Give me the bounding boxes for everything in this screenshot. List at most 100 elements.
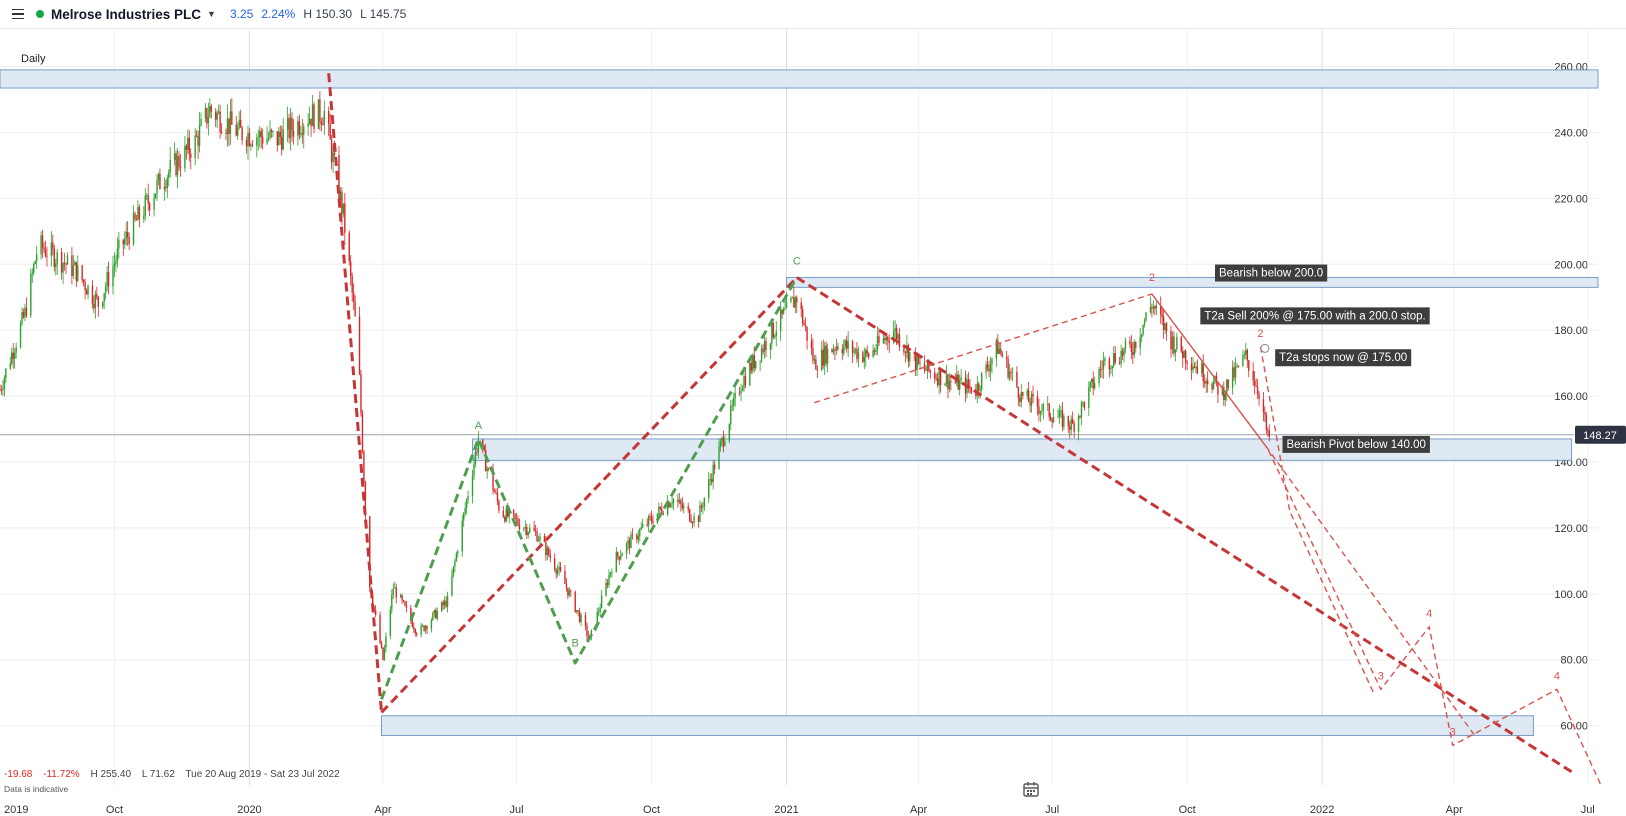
instrument-name[interactable]: Melrose Industries PLC xyxy=(51,6,202,22)
candle-body xyxy=(0,389,3,391)
candle-body xyxy=(914,353,917,370)
candle-body xyxy=(1226,379,1228,394)
candle-body xyxy=(266,138,268,144)
candle-body xyxy=(888,340,890,343)
candle-body xyxy=(548,547,550,556)
candle-body xyxy=(892,331,895,343)
candle-body xyxy=(658,506,660,514)
candle-body xyxy=(77,265,79,281)
candle-body xyxy=(81,265,83,280)
candle-body xyxy=(831,348,833,353)
hamburger-menu-icon[interactable] xyxy=(0,0,36,29)
instrument-dropdown-icon[interactable]: ▼ xyxy=(207,9,216,19)
candle-body xyxy=(958,380,961,390)
candle-body xyxy=(950,381,952,382)
candle-body xyxy=(96,294,98,297)
candle-body xyxy=(813,359,816,361)
range-change-pct: -11.72% xyxy=(43,769,80,780)
candle-body xyxy=(640,527,642,530)
chart-canvas[interactable]: 260.00240.00220.00200.00180.00160.00140.… xyxy=(0,30,1626,816)
candle-body xyxy=(1057,416,1059,418)
candle-body xyxy=(435,610,437,619)
candle-body xyxy=(323,110,325,125)
candle-body xyxy=(219,111,221,133)
candle-body xyxy=(967,379,970,387)
candle-body xyxy=(485,450,487,472)
candle-body xyxy=(843,345,845,354)
candle-body xyxy=(853,350,855,353)
candle-body xyxy=(558,566,560,571)
candle-body xyxy=(998,348,1001,354)
candle-body xyxy=(276,131,279,146)
candle-body xyxy=(934,372,936,379)
annotation-background xyxy=(1275,349,1412,367)
daily-change: 3.25 xyxy=(229,7,254,21)
candle-body xyxy=(935,378,937,380)
candle-body xyxy=(166,177,168,189)
candle-body xyxy=(989,364,992,372)
candle-body xyxy=(1010,371,1012,373)
range-low: L 71.62 xyxy=(141,769,175,780)
calendar-icon[interactable] xyxy=(1022,780,1040,798)
candle-body xyxy=(862,352,864,362)
wave-label: A xyxy=(475,420,483,432)
candle-body xyxy=(1020,392,1023,403)
period-label[interactable]: Daily xyxy=(21,53,46,65)
y-tick-label: 220.00 xyxy=(1554,193,1588,205)
candle-body xyxy=(33,263,35,273)
candle-body xyxy=(157,173,160,181)
candle-body xyxy=(1243,354,1246,356)
candle-body xyxy=(647,516,650,526)
candle-body xyxy=(416,633,418,635)
price-chart[interactable]: 260.00 240.00 220.00 200.00 180.00 160.00 140.… xyxy=(0,30,1626,816)
candle-body xyxy=(909,351,911,362)
candle-body xyxy=(319,99,321,122)
candle-body xyxy=(195,135,198,137)
candle-body xyxy=(496,492,499,502)
candle-body xyxy=(239,119,242,128)
candle-body xyxy=(178,156,180,167)
candle-body xyxy=(1000,348,1002,353)
chart-annotation: Bearish Pivot below 140.00 xyxy=(1282,435,1430,453)
candle-body xyxy=(975,392,977,396)
annotation-text: T2a stops now @ 175.00 xyxy=(1279,352,1407,364)
candle-body xyxy=(606,582,609,586)
candle-body xyxy=(1101,369,1103,370)
y-tick-label: 240.00 xyxy=(1554,127,1588,139)
candle-body xyxy=(630,534,632,549)
candle-body xyxy=(420,625,422,635)
candle-body xyxy=(124,239,126,245)
wave-label: B xyxy=(572,638,579,650)
candle-body xyxy=(580,614,582,622)
candle-body xyxy=(156,180,158,194)
candle-body xyxy=(452,566,455,576)
candle-body xyxy=(1212,381,1215,390)
elliott-wave-line xyxy=(327,73,383,713)
candle-body xyxy=(730,405,732,425)
candle-body xyxy=(1192,366,1194,371)
candle-body xyxy=(793,297,795,308)
candle-body xyxy=(278,131,280,146)
candle-body xyxy=(34,261,36,264)
candle-body xyxy=(1242,355,1244,366)
candle-body xyxy=(464,508,466,514)
candle-body xyxy=(600,595,603,609)
candle-body xyxy=(1108,358,1111,370)
candle-body xyxy=(352,292,355,302)
candle-body xyxy=(245,140,248,147)
wave-label: 3 xyxy=(1378,671,1384,683)
candle-body xyxy=(1008,371,1011,378)
candle-body xyxy=(492,468,494,491)
candle-body xyxy=(184,145,186,169)
candle-body xyxy=(1052,417,1055,423)
top-bar: Melrose Industries PLC ▼ 3.25 2.24% H 15… xyxy=(0,0,1626,29)
candle-body xyxy=(332,152,334,163)
candle-body xyxy=(985,364,987,373)
candle-body xyxy=(226,118,229,134)
candle-body xyxy=(775,331,777,336)
candle-body xyxy=(303,126,305,135)
candle-body xyxy=(1005,356,1008,359)
candle-body xyxy=(21,312,23,324)
candle-body xyxy=(832,349,835,353)
candle-body xyxy=(841,349,843,354)
